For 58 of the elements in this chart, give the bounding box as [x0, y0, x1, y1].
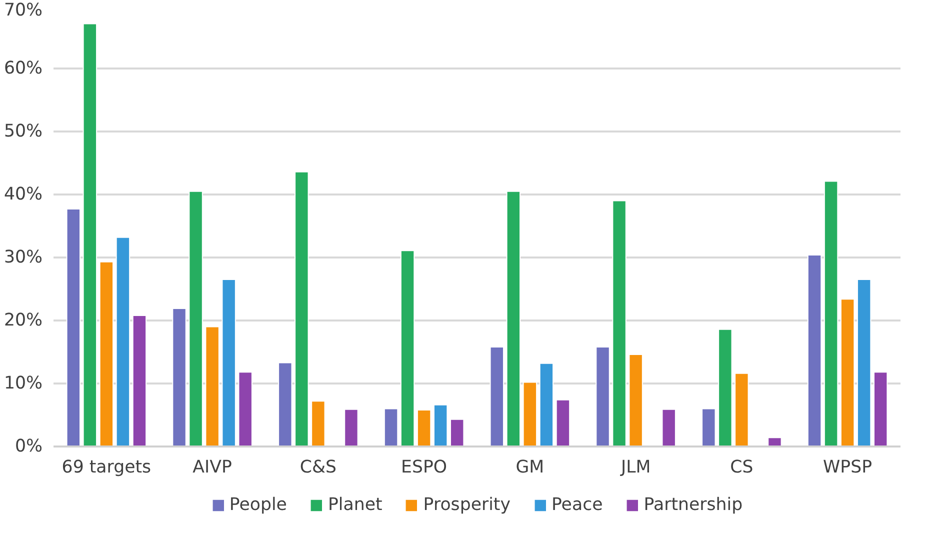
x-tick-label: ESPO [401, 458, 448, 478]
bar [718, 328, 732, 446]
y-tick-label: 50% [4, 122, 42, 142]
bar [344, 408, 358, 446]
bar [82, 23, 98, 446]
bar [205, 326, 220, 446]
legend-label: Partnership [644, 495, 743, 515]
bar [768, 437, 782, 446]
bar [662, 408, 676, 446]
x-tick-label: C&S [300, 458, 337, 478]
x-tick-label: CS [730, 458, 754, 478]
bar [539, 362, 554, 446]
x-tick-label: 69 targets [62, 458, 152, 478]
x-tick-label: AIVP [192, 458, 232, 478]
bar [400, 250, 415, 446]
bar [856, 279, 872, 446]
bar [824, 180, 838, 446]
bar [66, 208, 81, 446]
bar [99, 261, 114, 446]
y-tick-label: 60% [4, 58, 42, 78]
bar [384, 408, 398, 446]
bar [294, 171, 309, 446]
bar [116, 236, 130, 446]
bar [522, 382, 538, 446]
y-tick-label: 70% [4, 0, 42, 20]
bar [172, 308, 186, 446]
bar [416, 409, 432, 446]
y-tick-label: 20% [4, 310, 42, 330]
bar [433, 404, 448, 446]
y-tick-label: 0% [15, 436, 43, 456]
bar [450, 418, 464, 446]
legend-label: Planet [328, 495, 382, 515]
bar [238, 372, 252, 446]
bar [132, 314, 147, 446]
bar [702, 408, 716, 446]
bar [490, 346, 504, 446]
y-tick-label: 10% [4, 374, 42, 394]
legend-label: Peace [551, 495, 603, 515]
legend-label: People [229, 495, 287, 515]
y-tick-label: 40% [4, 184, 42, 204]
bar [506, 190, 521, 446]
bar [556, 399, 570, 446]
bar [734, 372, 749, 446]
x-tick-label: WPSP [823, 458, 872, 478]
bar [278, 362, 292, 446]
bar [311, 400, 326, 446]
y-tick-label: 30% [4, 248, 42, 268]
bar [873, 372, 888, 446]
bar [612, 200, 626, 446]
bar [628, 354, 643, 446]
bar [807, 254, 822, 446]
bar [188, 190, 203, 446]
legend-label: Prosperity [423, 495, 510, 515]
x-tick-label: GM [516, 458, 544, 478]
x-tick-label: JLM [620, 458, 651, 478]
bar [596, 346, 610, 446]
bar [222, 279, 236, 446]
bar [840, 298, 855, 446]
